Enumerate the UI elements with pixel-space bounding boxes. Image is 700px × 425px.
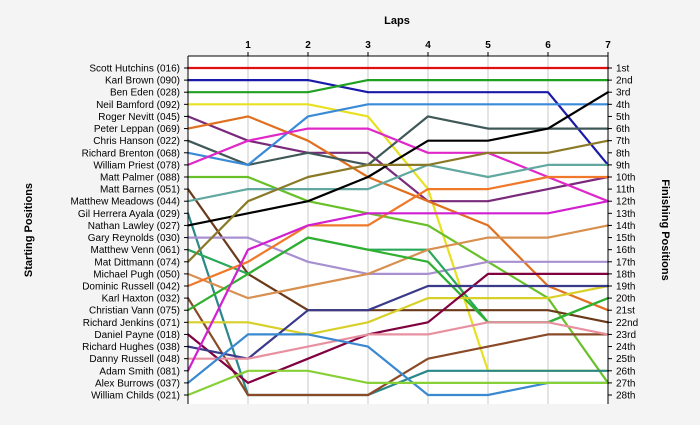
series-line <box>186 224 610 300</box>
finish-position-label: 12th <box>616 197 635 208</box>
series-line <box>186 236 610 275</box>
driver-label: Dominic Russell (042) <box>82 282 180 293</box>
driver-label: Matt Palmer (088) <box>100 173 180 184</box>
lap-tick-label: 5 <box>485 40 491 51</box>
finish-position-label: 13th <box>616 209 635 220</box>
driver-label: Gil Herrera Ayala (029) <box>78 209 180 220</box>
driver-label: Peter Leppan (069) <box>94 124 180 135</box>
finish-position-label: 24th <box>616 342 635 353</box>
series-line <box>186 127 610 203</box>
driver-label: Nathan Lawley (027) <box>88 221 180 232</box>
finish-position-label: 8th <box>616 148 630 159</box>
driver-label: Michael Pugh (050) <box>93 269 180 280</box>
finish-position-label: 19th <box>616 282 635 293</box>
driver-label: Adam Smith (081) <box>99 366 180 377</box>
series-line <box>186 175 610 384</box>
finish-position-label: 28th <box>616 391 635 402</box>
series-line <box>186 78 610 94</box>
driver-label: Alex Burrows (037) <box>95 378 180 389</box>
finish-position-label: 6th <box>616 124 630 135</box>
finish-position-label: 7th <box>616 136 630 147</box>
lap-tick-label: 7 <box>605 40 611 51</box>
driver-label: Richard Brenton (068) <box>82 148 180 159</box>
series-lines <box>186 66 610 397</box>
series-line <box>186 103 610 166</box>
driver-label: Roger Nevitt (045) <box>98 112 180 123</box>
series-line <box>186 78 610 166</box>
finish-position-label: 27th <box>616 378 635 389</box>
finish-position-label: 25th <box>616 354 635 365</box>
series-line <box>186 175 610 288</box>
driver-label: Gary Reynolds (030) <box>88 233 180 244</box>
driver-label: Richard Hughes (038) <box>82 342 180 353</box>
finish-position-label: 23rd <box>616 330 636 341</box>
driver-label: Neil Bamford (092) <box>96 100 180 111</box>
lap-tick-label: 4 <box>425 40 431 51</box>
driver-label: Mat Dittmann (074) <box>94 257 180 268</box>
finish-position-label: 16th <box>616 245 635 256</box>
driver-label: Danny Russell (048) <box>89 354 180 365</box>
driver-label: Matt Barnes (051) <box>100 185 180 196</box>
finish-position-label: 1st <box>616 64 630 75</box>
series-line <box>186 272 610 384</box>
series-line <box>186 115 610 312</box>
driver-label: Daniel Payne (018) <box>94 330 180 341</box>
finish-position-label: 18th <box>616 269 635 280</box>
finish-position-label: 4th <box>616 100 630 111</box>
series-line <box>186 163 610 203</box>
driver-label: Matthew Venn (061) <box>91 245 181 256</box>
lap-tick-label: 3 <box>365 40 371 51</box>
finish-position-label: 11th <box>616 185 635 196</box>
finish-position-label: 3rd <box>616 88 630 99</box>
driver-label: Christian Vann (075) <box>89 306 180 317</box>
series-line <box>186 297 610 397</box>
plot-area <box>188 56 608 404</box>
driver-label: Ben Eden (028) <box>110 88 180 99</box>
axes: 1 2 3 4 5 6 7 Scott Hutchins (016)Karl Brown (0… <box>71 40 638 404</box>
finish-position-label: 22nd <box>616 318 638 329</box>
finish-position-label: 20th <box>616 294 635 305</box>
finish-position-label: 21st <box>616 306 635 317</box>
finish-position-label: 15th <box>616 233 635 244</box>
finish-position-label: 10th <box>616 173 635 184</box>
driver-label: Scott Hutchins (016) <box>89 64 180 75</box>
left-axis-title: Starting Positions <box>23 183 35 277</box>
driver-label: Karl Brown (090) <box>105 76 180 87</box>
driver-label: William Childs (021) <box>91 391 180 402</box>
series-line <box>186 139 610 263</box>
lap-tick-label: 2 <box>305 40 311 51</box>
series-line <box>186 284 610 360</box>
series-line <box>186 284 610 336</box>
driver-label: William Priest (078) <box>93 160 180 171</box>
finish-position-label: 2nd <box>616 76 633 87</box>
finish-position-label: 9th <box>616 160 630 171</box>
finish-position-label: 26th <box>616 366 635 377</box>
lap-tick-label: 6 <box>545 40 551 51</box>
chart-title: Laps <box>384 15 410 27</box>
driver-label: Chris Hanson (022) <box>93 136 180 147</box>
driver-label: Richard Jenkins (071) <box>83 318 180 329</box>
right-axis-title: Finishing Positions <box>659 179 671 280</box>
series-line <box>186 200 610 372</box>
series-line <box>186 369 610 397</box>
finish-position-label: 14th <box>616 221 635 232</box>
finish-position-label: 5th <box>616 112 630 123</box>
series-line <box>186 91 610 227</box>
series-line <box>186 333 610 397</box>
series-line <box>186 321 610 360</box>
driver-label: Matthew Meadows (044) <box>71 197 181 208</box>
finish-position-label: 17th <box>616 257 635 268</box>
lap-tick-label: 1 <box>245 40 251 51</box>
driver-label: Karl Haxton (032) <box>102 294 180 305</box>
